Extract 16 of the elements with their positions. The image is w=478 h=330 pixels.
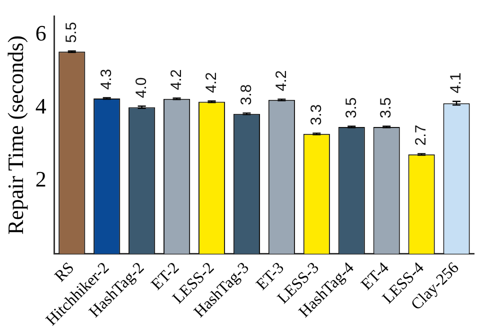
y-tick-label: 4 [35,93,46,118]
data-label: 4.2 [202,72,220,94]
data-label: 2.7 [412,124,430,146]
data-label: 3.5 [378,97,395,118]
data-label: 5.5 [63,22,80,43]
data-label: 4.2 [272,70,290,92]
data-label: 4.0 [132,77,150,98]
data-label: 3.8 [238,84,255,106]
y-tick-label: 2 [35,166,46,192]
data-label: 4.2 [168,69,185,90]
y-axis-title: Repair Time (seconds) [2,35,28,235]
data-label: 3.5 [342,97,360,118]
y-tick-label: 6 [35,20,46,46]
data-label: 3.3 [308,104,325,126]
data-label: 4.1 [448,72,465,94]
data-label: 4.3 [98,68,115,90]
